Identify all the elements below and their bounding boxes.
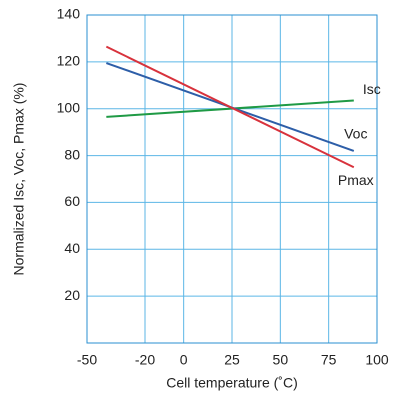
x-tick-label: 50	[273, 352, 289, 368]
series-line	[105, 45, 355, 169]
y-tick-label: 120	[57, 53, 81, 69]
series-label: Voc	[344, 126, 367, 142]
x-tick-label: 0	[180, 352, 188, 368]
plot-border	[86, 14, 378, 344]
x-tick-label: -20	[135, 352, 155, 368]
series-label: Pmax	[338, 172, 374, 188]
x-tick-label: -50	[77, 352, 97, 368]
y-tick-label: 20	[64, 287, 80, 303]
x-tick-label: 75	[321, 352, 337, 368]
y-tick-label: 80	[64, 146, 80, 162]
x-tick-label: 100	[365, 352, 389, 368]
y-tick-label: 60	[64, 193, 80, 209]
x-tick-label: 25	[224, 352, 240, 368]
y-axis-label: Normalized Isc, Voc, Pmax (%)	[11, 83, 27, 276]
y-tick-label: 40	[64, 240, 80, 256]
series-line	[106, 99, 354, 118]
x-axis-label: Cell temperature (˚C)	[166, 375, 297, 391]
y-tick-label: 140	[57, 6, 81, 22]
y-tick-label: 100	[57, 99, 81, 115]
series-label: Isc	[363, 81, 381, 97]
